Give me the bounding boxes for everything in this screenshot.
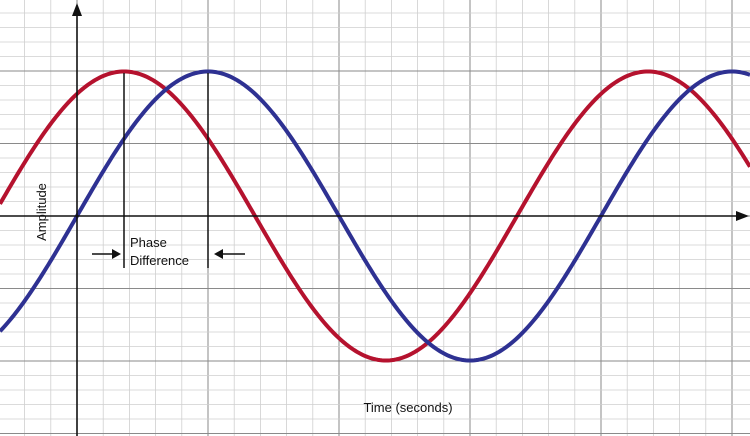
red-wave — [0, 69, 750, 363]
y-axis-label: Amplitude — [34, 183, 49, 241]
y-axis-arrow — [72, 3, 82, 16]
phase-arrowhead — [112, 249, 121, 259]
waves — [0, 69, 750, 363]
blue-wave — [0, 69, 750, 363]
annotation-line: Phase — [130, 235, 167, 250]
phase-arrowhead — [214, 249, 223, 259]
x-axis-arrow — [736, 211, 749, 221]
annotation-line: Difference — [130, 253, 189, 268]
x-axis-label: Time (seconds) — [363, 400, 452, 415]
